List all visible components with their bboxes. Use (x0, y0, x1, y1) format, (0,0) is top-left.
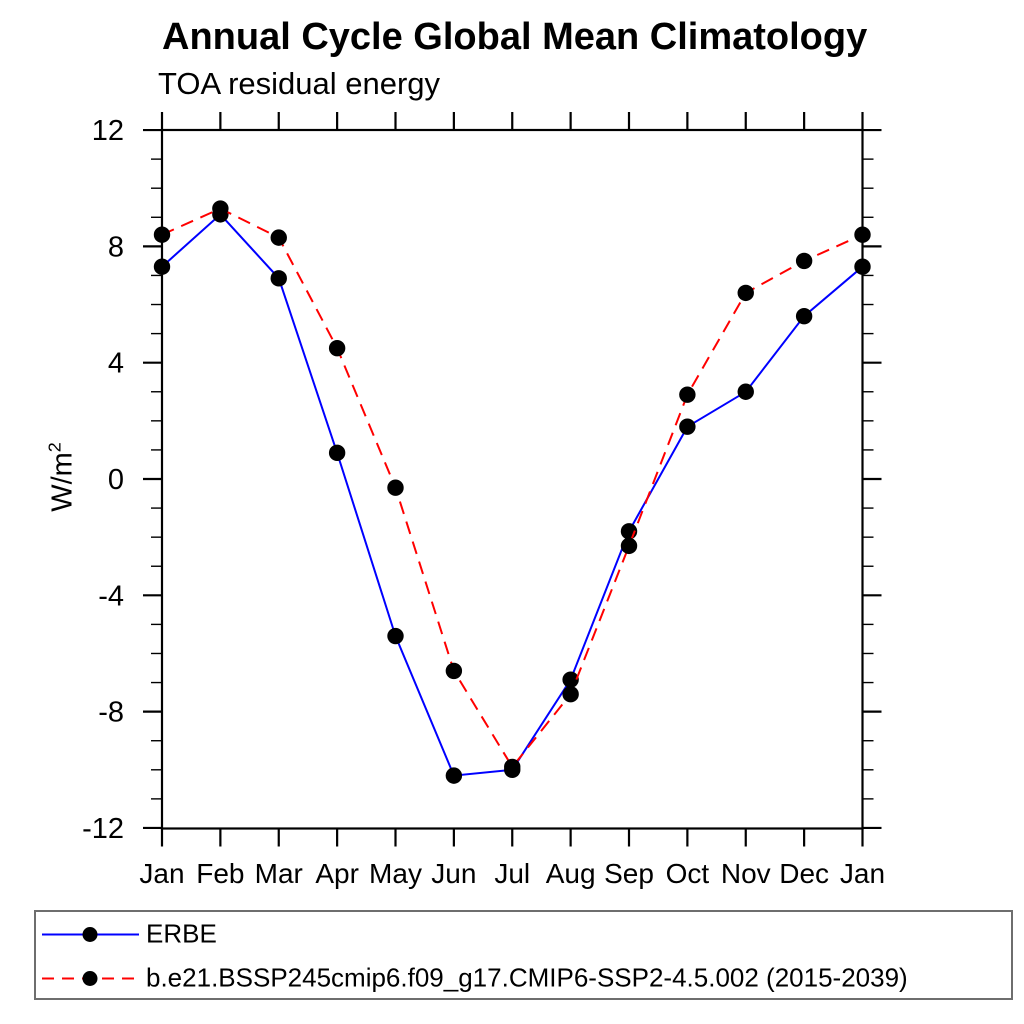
legend-marker-erbe (82, 926, 98, 942)
data-point-erbe-mar (270, 270, 287, 287)
legend-item-model: b.e21.BSSP245cmip6.f09_g17.CMIP6-SSP2-4.… (41, 963, 908, 994)
y-tick-label: 4 (108, 348, 124, 380)
legend-label-model: b.e21.BSSP245cmip6.f09_g17.CMIP6-SSP2-4.… (146, 962, 908, 993)
x-tick-label: Feb (196, 858, 244, 889)
data-point-model-jun (445, 662, 463, 680)
legend-marker-model (82, 970, 98, 986)
x-tick-label: Jan (139, 858, 184, 889)
data-point-erbe-jun (445, 767, 463, 784)
y-tick-label: -8 (98, 697, 124, 729)
data-point-erbe-dec (795, 307, 813, 325)
y-tick-label: -4 (98, 580, 124, 612)
data-point-erbe-nov (737, 383, 754, 400)
x-tick-label: May (369, 858, 422, 889)
plot-border (160, 128, 864, 830)
legend-line-sample-model (42, 970, 139, 986)
x-tick-label: Oct (666, 858, 710, 889)
data-point-erbe-jan (854, 258, 871, 275)
data-point-model-aug (562, 685, 579, 703)
y-tick-label: -12 (82, 813, 124, 845)
y-axis-label-base: W/m (46, 452, 79, 512)
series-line-model (161, 207, 863, 769)
legend-line-sample-erbe (42, 926, 139, 942)
x-tick-label: Dec (779, 858, 829, 889)
data-point-model-sep (620, 537, 638, 555)
data-point-model-mar (270, 229, 287, 246)
chart-title: Annual Cycle Global Mean Climatology (162, 16, 868, 58)
x-tick-label: Jul (494, 858, 530, 889)
data-point-model-jan (153, 226, 171, 243)
data-point-model-feb (212, 200, 229, 217)
x-tick-label: Jun (431, 858, 476, 889)
y-tick-label: 12 (92, 115, 124, 147)
y-tick-label: 0 (108, 464, 124, 496)
x-tick-label: Mar (255, 858, 303, 889)
y-axis-label: W/m2 (45, 442, 80, 512)
data-point-model-oct (679, 386, 696, 403)
y-tick-label: 8 (108, 231, 124, 263)
data-point-model-apr (328, 339, 346, 357)
legend-item-erbe: ERBE (41, 919, 217, 950)
x-tick-label: Nov (721, 858, 771, 889)
data-point-model-may (387, 479, 404, 496)
data-point-erbe-apr (328, 444, 346, 462)
x-tick-label: Aug (546, 858, 596, 889)
data-point-model-dec (795, 252, 813, 270)
legend-label-erbe: ERBE (146, 918, 217, 949)
y-axis-label-exponent: 2 (44, 442, 65, 453)
data-point-erbe-oct (679, 418, 696, 435)
data-point-model-jul (504, 758, 521, 776)
x-tick-label: Sep (604, 858, 654, 889)
chart-subtitle: TOA residual energy (158, 66, 441, 101)
series-line-erbe (161, 212, 864, 777)
legend: ERBE b.e21.BSSP245cmip6.f09_g17.CMIP6-SS… (34, 910, 1013, 1000)
x-tick-label: Jan (840, 858, 885, 889)
data-point-model-jan (854, 226, 871, 243)
data-point-model-nov (737, 284, 754, 302)
data-point-erbe-may (387, 627, 404, 645)
data-point-erbe-jan (153, 258, 171, 275)
x-tick-label: Apr (315, 858, 359, 889)
data-point-erbe-aug (562, 671, 579, 688)
